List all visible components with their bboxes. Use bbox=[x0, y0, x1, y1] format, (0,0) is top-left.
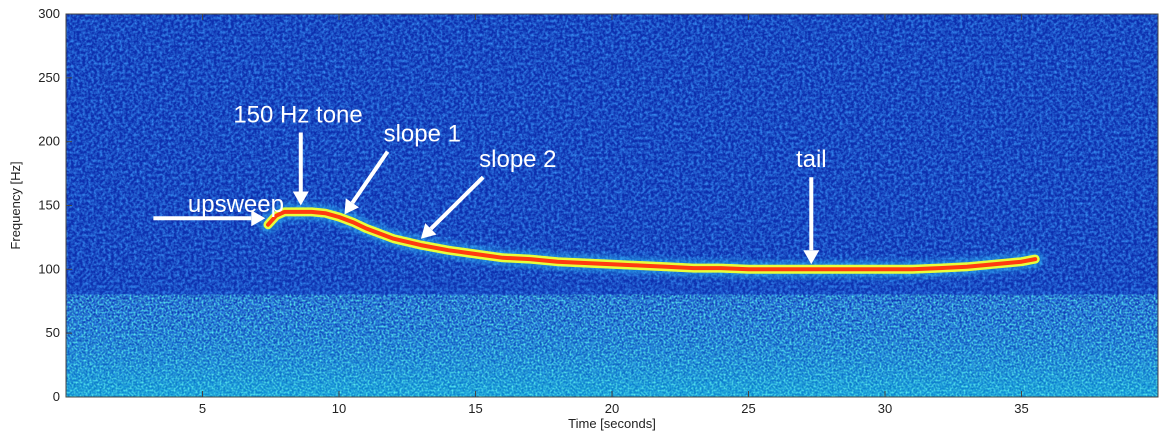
x-tick-label: 10 bbox=[332, 401, 346, 416]
y-axis: 0 50 100 150 200 250 300 bbox=[38, 6, 72, 404]
annotation: slope 1 bbox=[344, 121, 461, 215]
series-line bbox=[266, 209, 1038, 272]
annotation-label: slope 1 bbox=[384, 121, 461, 148]
annotation-label: upsweep bbox=[188, 191, 284, 218]
annotation: tail bbox=[796, 146, 827, 265]
x-tick-label: 5 bbox=[199, 401, 206, 416]
x-tick-label: 20 bbox=[605, 401, 619, 416]
y-tick-label: 200 bbox=[38, 134, 60, 149]
x-tick-label: 15 bbox=[468, 401, 482, 416]
y-tick-label: 50 bbox=[46, 325, 60, 340]
plot-area bbox=[66, 14, 1158, 397]
x-axis-label: Time [seconds] bbox=[568, 416, 656, 431]
annotation-label: slope 2 bbox=[479, 146, 556, 173]
y-tick-label: 150 bbox=[38, 198, 60, 213]
annotation: slope 2 bbox=[420, 146, 557, 239]
annotation-label: tail bbox=[796, 146, 827, 173]
annotation: upsweep bbox=[153, 191, 284, 227]
x-tick-label: 25 bbox=[741, 401, 755, 416]
annotations: upsweep 150 Hz tone slope 1 slope 2 tail bbox=[153, 102, 827, 265]
x-tick-label: 35 bbox=[1014, 401, 1028, 416]
annotation: 150 Hz tone bbox=[233, 102, 363, 206]
y-tick-label: 100 bbox=[38, 261, 60, 276]
y-tick-label: 0 bbox=[53, 389, 60, 404]
annotation-arrow-head bbox=[344, 198, 359, 215]
annotation-label: 150 Hz tone bbox=[233, 102, 362, 129]
y-tick-label: 250 bbox=[38, 70, 60, 85]
annotation-arrow-head bbox=[292, 191, 309, 206]
low-frequency-noise-texture bbox=[66, 294, 1158, 397]
annotation-arrow-head bbox=[251, 210, 266, 227]
annotation-arrow-head bbox=[420, 223, 437, 239]
y-tick-label: 300 bbox=[38, 6, 60, 21]
x-tick-label: 30 bbox=[878, 401, 892, 416]
x-axis: 5 10 15 20 25 30 35 bbox=[199, 14, 1029, 416]
annotation-arrow-shaft bbox=[429, 175, 485, 231]
y-axis-label: Frequency [Hz] bbox=[8, 161, 23, 249]
annotation-arrow-shaft bbox=[350, 150, 390, 205]
annotation-arrow-head bbox=[803, 250, 820, 265]
